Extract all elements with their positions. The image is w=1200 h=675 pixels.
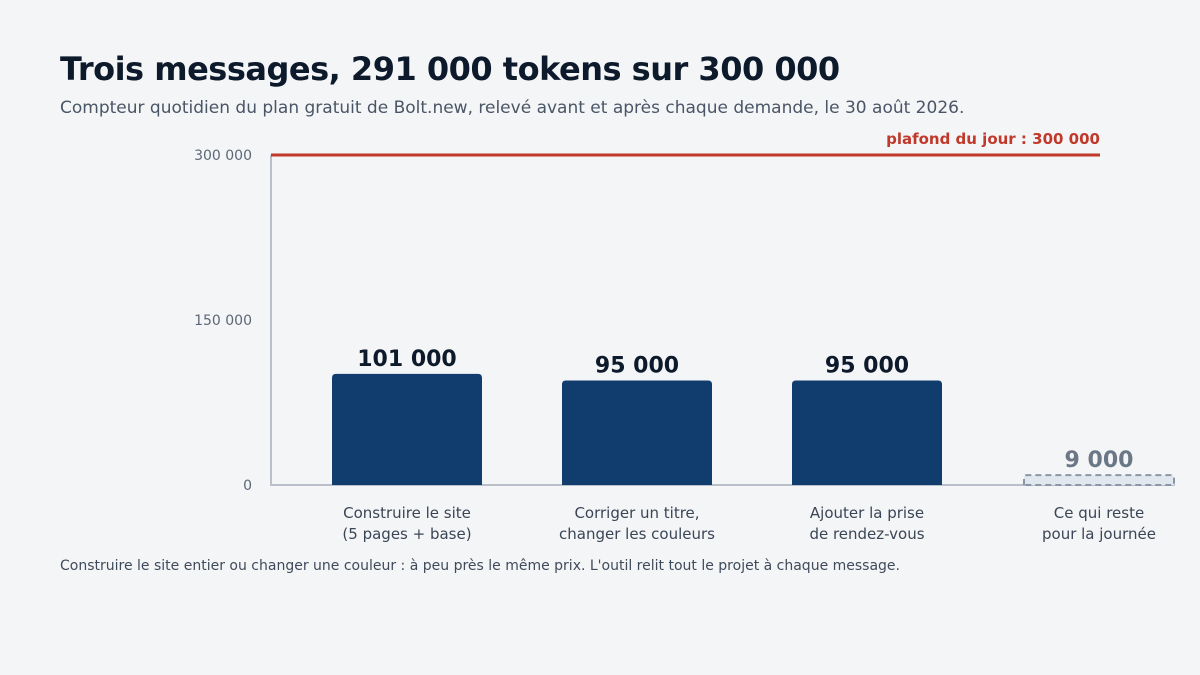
bar-value-label: 9 000 — [1065, 448, 1134, 473]
x-category-label-line: Construire le site — [343, 504, 471, 522]
bar-used — [332, 373, 482, 485]
bar-used — [792, 380, 942, 485]
y-tick-label: 0 — [243, 478, 252, 494]
x-category-label-line: Ce qui reste — [1054, 504, 1144, 522]
chart-footnote: Construire le site entier ou changer une… — [60, 558, 900, 574]
bar-remaining — [1023, 474, 1175, 486]
bar-used — [562, 380, 712, 485]
page-title: Trois messages, 291 000 tokens sur 300 0… — [60, 50, 840, 88]
x-category-label-line: pour la journée — [1042, 525, 1156, 543]
x-category-label: Corriger un titre, changer les couleurs — [559, 504, 715, 543]
bar-value-label: 101 000 — [357, 347, 457, 372]
x-category-label-line: Corriger un titre, — [574, 504, 699, 522]
y-tick-label: 300 000 — [194, 148, 252, 164]
x-category-label-line: changer les couleurs — [559, 525, 715, 543]
bar-value-label: 95 000 — [595, 354, 679, 379]
page-subtitle: Compteur quotidien du plan gratuit de Bo… — [60, 98, 965, 118]
x-category-label-line: (5 pages + base) — [342, 525, 471, 543]
x-category-label-line: Ajouter la prise — [810, 504, 924, 522]
bar-value-label: 95 000 — [825, 354, 909, 379]
y-tick-label: 150 000 — [194, 313, 252, 329]
x-category-label-line: de rendez-vous — [809, 525, 924, 543]
x-category-label: Construire le site (5 pages + base) — [342, 504, 471, 543]
x-category-label: Ajouter la prise de rendez-vous — [809, 504, 924, 543]
x-category-label: Ce qui reste pour la journée — [1042, 504, 1156, 543]
cap-label: plafond du jour : 300 000 — [886, 130, 1100, 148]
